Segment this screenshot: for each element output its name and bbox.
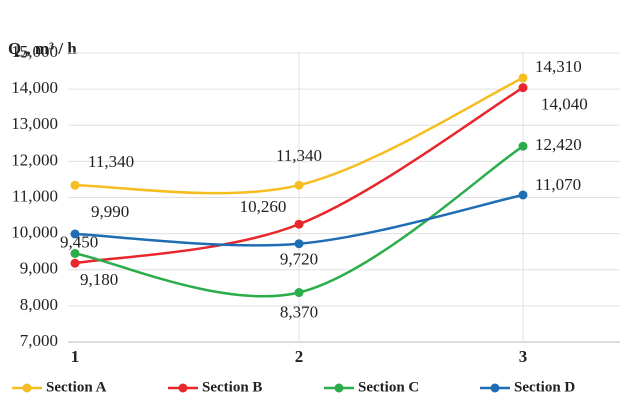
data-label: 11,340 (276, 146, 322, 165)
data-label: 11,340 (88, 152, 134, 171)
point (70, 229, 80, 239)
y-tick-label: 8,000 (20, 295, 58, 314)
y-tick-label: 12,000 (11, 150, 58, 169)
data-label: 9,720 (280, 250, 318, 269)
point (70, 180, 80, 190)
data-label: 12,420 (535, 135, 582, 154)
point (294, 219, 304, 229)
point (70, 248, 80, 258)
point (518, 190, 528, 200)
x-tick-label: 2 (295, 347, 304, 366)
point (518, 83, 528, 93)
legend-label: Section B (202, 379, 262, 395)
point (294, 288, 304, 298)
y-tick-label: 14,000 (11, 78, 58, 97)
data-label: 11,070 (535, 175, 581, 194)
legend-label: Section A (46, 379, 107, 395)
y-tick-label: 15,000 (11, 42, 58, 61)
legend-label: Section C (358, 379, 419, 395)
data-label: 10,260 (240, 197, 287, 216)
y-tick-label: 11,000 (12, 186, 58, 205)
y-axis-label: Q₂, m³ / h (8, 39, 77, 58)
data-label: 14,040 (541, 95, 588, 114)
data-label: 9,450 (60, 232, 98, 251)
point (70, 258, 80, 268)
point (518, 141, 528, 151)
point (294, 180, 304, 190)
legend-marker (22, 383, 32, 393)
point (294, 239, 304, 249)
y-tick-label: 13,000 (11, 114, 58, 133)
legend-label: Section D (514, 379, 575, 395)
y-tick-label: 10,000 (11, 223, 58, 242)
y-tick-label: 9,000 (20, 259, 58, 278)
data-label: 8,370 (280, 302, 318, 321)
point (518, 73, 528, 83)
y-tick-label: 7,000 (20, 331, 58, 350)
x-tick-label: 1 (71, 347, 80, 366)
data-label: 14,310 (535, 57, 582, 76)
legend-marker (178, 383, 188, 393)
data-label: 9,990 (91, 202, 129, 221)
legend-marker (490, 383, 500, 393)
x-tick-label: 3 (519, 347, 528, 366)
data-label: 9,180 (80, 270, 118, 289)
legend-marker (334, 383, 344, 393)
